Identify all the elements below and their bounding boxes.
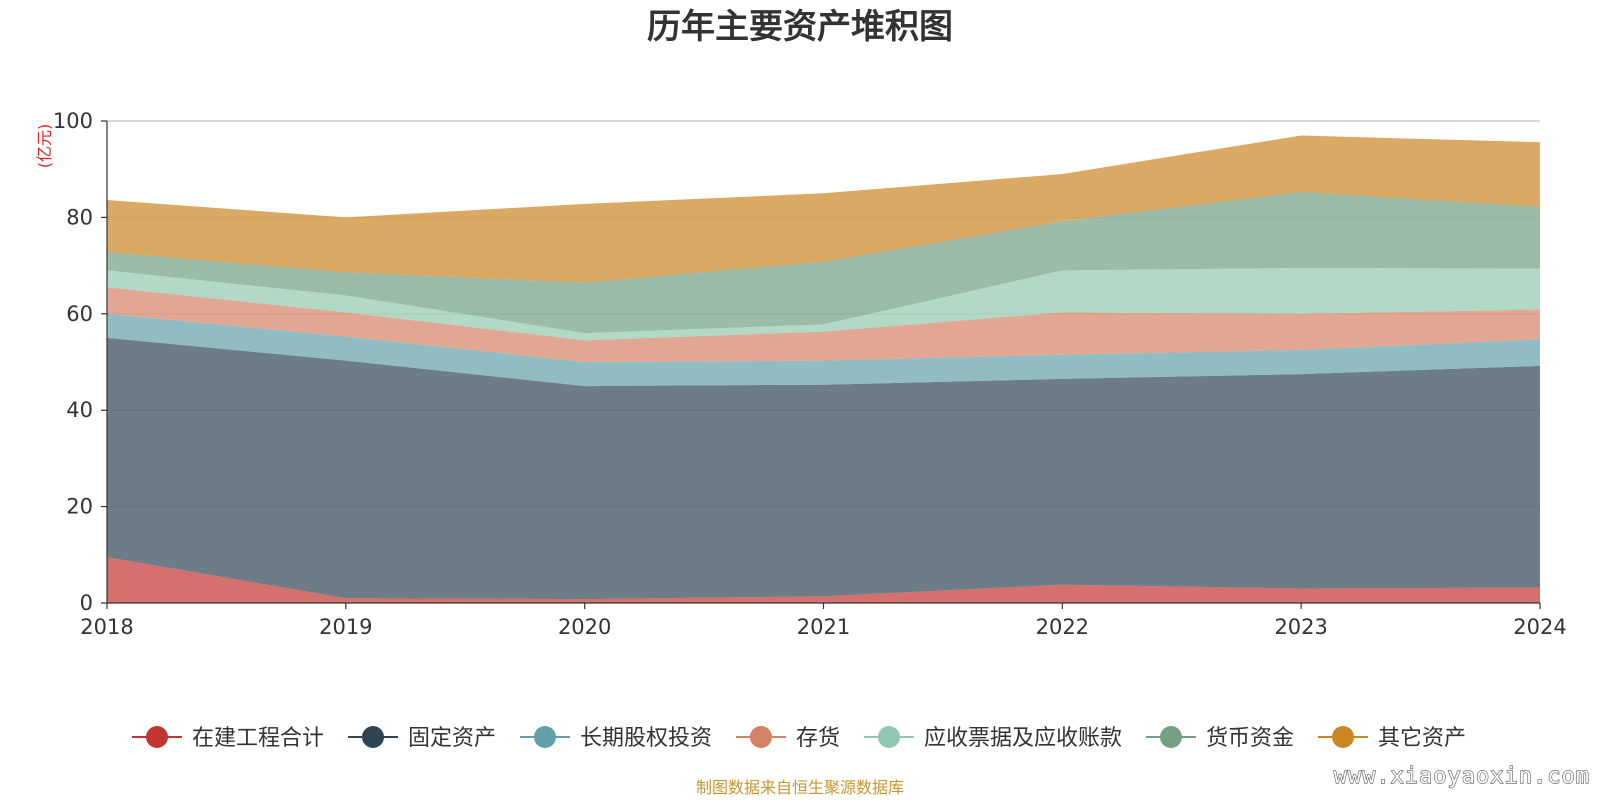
area-series-3 [107,313,1540,387]
area-series-6 [107,191,1540,334]
legend-label: 在建工程合计 [192,726,324,751]
area-series [107,135,1540,603]
legend-label: 应收票据及应收账款 [924,726,1122,751]
legend-marker-icon [362,726,384,748]
y-tick-label: 20 [66,495,93,519]
legend-label: 固定资产 [408,726,496,751]
x-tick-label: 2022 [1036,615,1089,639]
x-tick-label: 2019 [319,615,372,639]
area-series-4 [107,287,1540,362]
x-tick-label: 2023 [1274,615,1327,639]
area-series-5 [107,268,1540,341]
y-unit-label: (亿元) [35,124,54,169]
legend-item-1[interactable]: 在建工程合计 [132,726,324,751]
area-series-1 [107,557,1540,603]
x-tick-label: 2021 [797,615,850,639]
y-tick-label: 0 [80,591,93,615]
legend-item-7[interactable]: 其它资产 [1318,726,1466,751]
x-tick-label: 2020 [558,615,611,639]
area-series-2 [107,337,1540,600]
legend-label: 其它资产 [1378,726,1466,751]
y-tick-label: 80 [66,205,93,229]
legend-marker-icon [534,726,556,748]
chart-title: 历年主要资产堆积图 [647,7,953,47]
legend-item-4[interactable]: 存货 [736,726,840,751]
area-series-7 [107,135,1540,283]
legend-label: 长期股权投资 [580,726,712,751]
x-tick-label: 2024 [1513,615,1566,639]
axes: 0 20 40 60 80 100 2018 2019 2020 2021 2022 2023 2024 [53,109,1567,639]
legend-marker-icon [1160,726,1182,748]
legend-marker-icon [878,726,900,748]
source-note: 制图数据来自恒生聚源数据库 [696,778,904,797]
legend-item-6[interactable]: 货币资金 [1146,726,1294,751]
x-tick-label: 2018 [80,615,133,639]
y-tick-label: 40 [66,398,93,422]
legend-marker-icon [146,726,168,748]
legend-label: 货币资金 [1206,726,1294,751]
legend-item-2[interactable]: 固定资产 [348,726,496,751]
y-tick-label: 60 [66,302,93,326]
legend-marker-icon [750,726,772,748]
legend-label: 存货 [796,726,840,751]
legend[interactable]: 在建工程合计 固定资产 长期股权投资 存货 应收票据及应收账款 货币资金 其它资产 [132,726,1466,751]
y-tick-label: 100 [53,109,93,133]
legend-item-5[interactable]: 应收票据及应收账款 [864,726,1122,751]
legend-item-3[interactable]: 长期股权投资 [520,726,712,751]
watermark: www.xiaoyaoxin.com [1334,764,1590,789]
legend-marker-icon [1332,726,1354,748]
